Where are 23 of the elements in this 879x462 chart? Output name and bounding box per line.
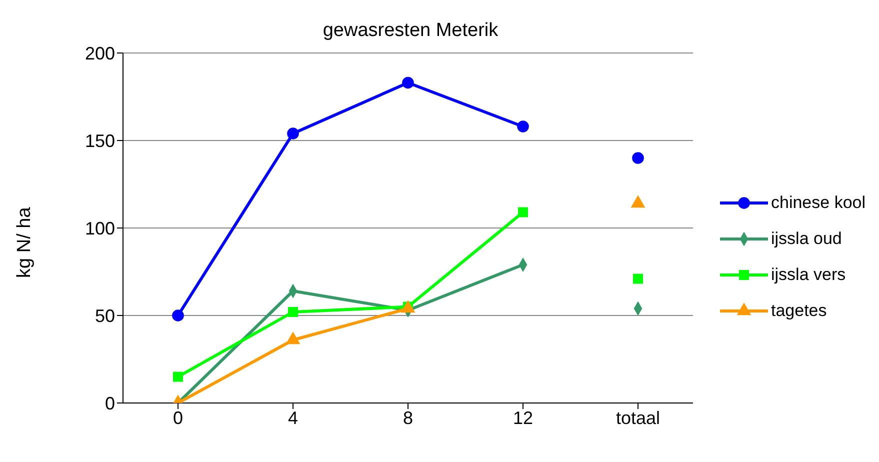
- point: [173, 372, 183, 382]
- legend-label: ijssla oud: [771, 229, 842, 249]
- y-tick-label: 50: [94, 306, 115, 326]
- y-tick-label: 0: [104, 393, 115, 414]
- legend-label: ijssla vers: [771, 265, 846, 285]
- x-tick-label: 4: [288, 408, 298, 428]
- x-tick-label: 12: [512, 408, 534, 428]
- chart-title: gewasresten Meterik: [322, 20, 500, 42]
- point: [517, 120, 529, 132]
- x-tick-label: 8: [402, 408, 414, 428]
- y-tick-label: 150: [84, 130, 115, 151]
- legend-label: tagetes: [771, 301, 827, 321]
- y-axis-title: kg N/ ha: [14, 207, 36, 278]
- x-tick-label: totaal: [616, 408, 660, 428]
- point: [287, 128, 299, 140]
- y-tick-label: 100: [84, 218, 115, 238]
- point: [172, 310, 184, 322]
- legend-label: chinese kool: [771, 193, 866, 213]
- point: [402, 76, 414, 89]
- x-tick-label: 0: [172, 408, 184, 428]
- point: [288, 307, 298, 317]
- point: [518, 207, 528, 218]
- y-tick-label: 200: [84, 43, 115, 64]
